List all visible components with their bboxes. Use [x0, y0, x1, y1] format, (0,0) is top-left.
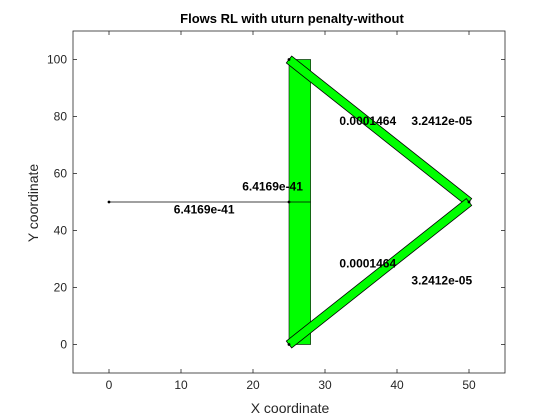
flow-value-label: 3.2412e-05	[411, 114, 472, 128]
y-tick-label: 20	[54, 281, 68, 295]
flow-link	[285, 55, 473, 206]
flow-value-label: 0.0001464	[339, 114, 396, 128]
node-point	[287, 200, 291, 204]
x-tick-label: 40	[390, 378, 404, 392]
node-point	[287, 343, 291, 346]
x-tick-label: 0	[106, 378, 113, 392]
y-tick-label: 100	[47, 53, 67, 67]
flow-value-label: 3.2412e-05	[411, 274, 472, 288]
x-axis-label: X coordinate	[251, 400, 330, 416]
axes-box	[72, 30, 506, 374]
chart-title: Flows RL with uturn penalty-without	[180, 11, 404, 26]
x-tick-label: 50	[462, 378, 476, 392]
plot-area: 0 10 20 30 40 50 0 20 40 60 80 100 6.4169e-41 6.4169e…	[47, 30, 506, 392]
y-tick-label: 40	[54, 224, 68, 238]
x-tick-label: 30	[318, 378, 332, 392]
flow-value-label: 6.4169e-41	[174, 202, 235, 216]
flow-value-label: 0.0001464	[339, 257, 396, 271]
node-point	[107, 200, 111, 204]
y-tick-label: 80	[54, 110, 68, 124]
y-axis-label: Y coordinate	[25, 164, 41, 243]
node-point	[467, 200, 471, 204]
y-tick-label: 0	[60, 338, 67, 352]
flow-link	[285, 198, 473, 349]
node-point	[287, 58, 291, 61]
x-tick-label: 20	[246, 378, 260, 392]
flow-value-label: 6.4169e-41	[242, 180, 303, 194]
x-tick-label: 10	[174, 378, 188, 392]
y-tick-label: 60	[54, 167, 68, 181]
